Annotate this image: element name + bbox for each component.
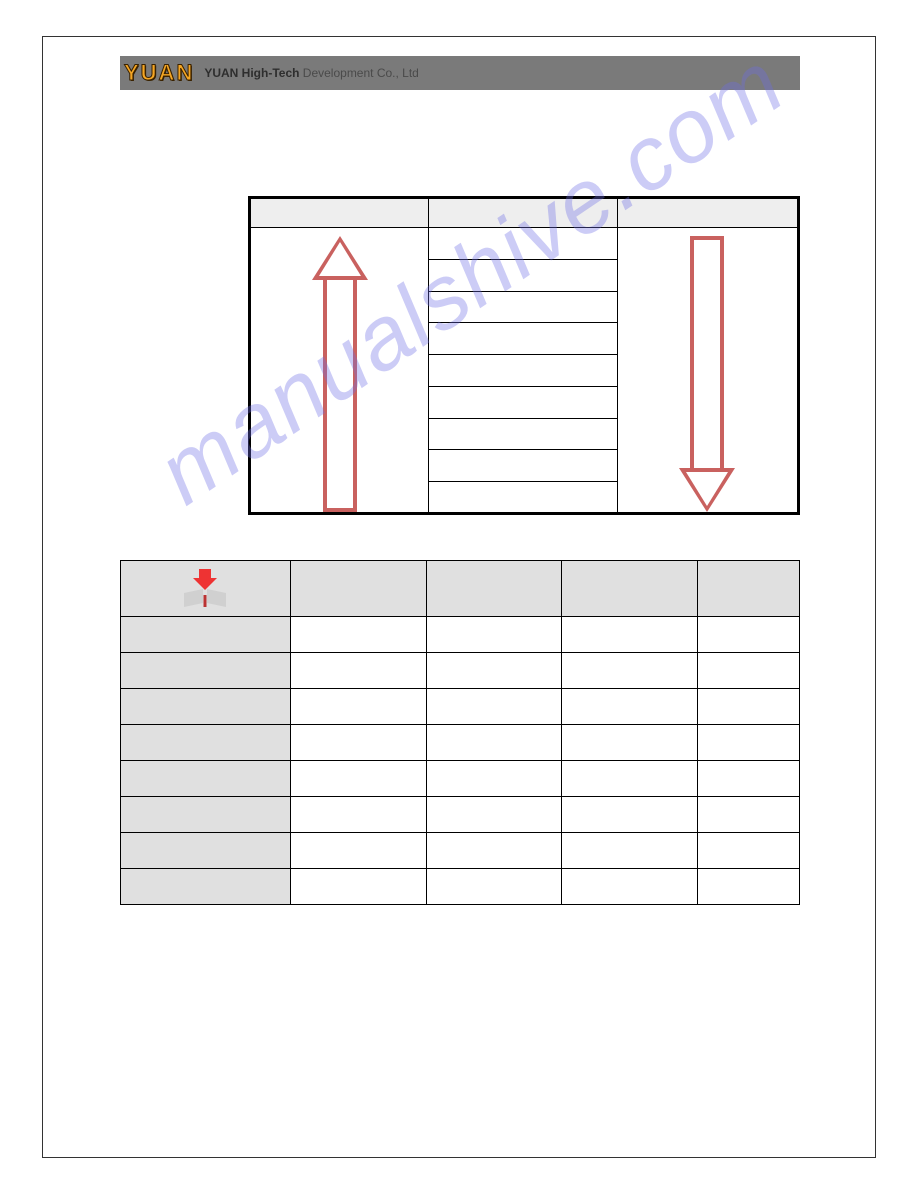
table2-row-4-c1 <box>290 725 426 761</box>
table2-row-8-label <box>121 869 291 905</box>
table2-row-3-c2 <box>426 689 562 725</box>
company-name: YUAN High-Tech Development Co., Ltd <box>204 66 419 80</box>
table2-row-2-label <box>121 653 291 689</box>
table2-row-2-c2 <box>426 653 562 689</box>
table2-row-7 <box>121 833 800 869</box>
table2-row-8-c4 <box>698 869 800 905</box>
logo-text: YUAN <box>124 60 194 86</box>
table2-row-5-c4 <box>698 761 800 797</box>
table2-row-2 <box>121 653 800 689</box>
table2-row-6 <box>121 797 800 833</box>
table1-header-3 <box>617 198 798 228</box>
table2-row-4-c3 <box>562 725 698 761</box>
table1-row-7 <box>429 418 618 450</box>
table2-row-5 <box>121 761 800 797</box>
table2-row-3-c3 <box>562 689 698 725</box>
table2-row-8-c3 <box>562 869 698 905</box>
table2-row-5-label <box>121 761 291 797</box>
table2-row-6-c4 <box>698 797 800 833</box>
table2-row-5-c3 <box>562 761 698 797</box>
table2-row-1-c1 <box>290 617 426 653</box>
arrow-down-icon <box>679 236 735 512</box>
table2-row-5-c1 <box>290 761 426 797</box>
table1-header-1 <box>250 198 429 228</box>
table2-row-6-label <box>121 797 291 833</box>
table2-row-3-label <box>121 689 291 725</box>
table2-row-8-c1 <box>290 869 426 905</box>
table2-row-7-label <box>121 833 291 869</box>
arrow-up-cell <box>250 228 429 514</box>
table2-row-3 <box>121 689 800 725</box>
table2-row-1 <box>121 617 800 653</box>
table2-header-row <box>121 561 800 617</box>
table2-header-5 <box>698 561 800 617</box>
table2-row-4-label <box>121 725 291 761</box>
table1-row-4 <box>429 323 618 355</box>
arrow-down-cell <box>617 228 798 514</box>
table2-row-1-c2 <box>426 617 562 653</box>
table2-row-7-c3 <box>562 833 698 869</box>
header-bar: YUAN YUAN High-Tech Development Co., Ltd <box>120 56 800 90</box>
table2-row-6-c2 <box>426 797 562 833</box>
table2-row-1-c4 <box>698 617 800 653</box>
table2-row-5-c2 <box>426 761 562 797</box>
table2-row-3-c1 <box>290 689 426 725</box>
table2-row-6-c1 <box>290 797 426 833</box>
table2-header-3 <box>426 561 562 617</box>
table1-row-5 <box>429 355 618 387</box>
table2-row-6-c3 <box>562 797 698 833</box>
table1-row-8 <box>429 450 618 482</box>
table2-header-2 <box>290 561 426 617</box>
table2-row-2-c4 <box>698 653 800 689</box>
table2-header-4 <box>562 561 698 617</box>
spec-table <box>120 560 800 905</box>
table1-row-6 <box>429 386 618 418</box>
table1-row-9 <box>429 482 618 514</box>
table2-row-4 <box>121 725 800 761</box>
table2-row-2-c1 <box>290 653 426 689</box>
priority-table <box>248 196 800 515</box>
table2-row-3-c4 <box>698 689 800 725</box>
table1-header-2 <box>429 198 618 228</box>
arrow-up-icon <box>312 236 368 512</box>
company-name-rest: Development Co., Ltd <box>299 66 418 80</box>
table1-row-1 <box>429 228 618 260</box>
table2-row-2-c3 <box>562 653 698 689</box>
table2-row-7-c4 <box>698 833 800 869</box>
table2-row-7-c1 <box>290 833 426 869</box>
table2-row-4-c4 <box>698 725 800 761</box>
table2-row-1-c3 <box>562 617 698 653</box>
table1-header-row <box>250 198 799 228</box>
table1-row-3 <box>429 291 618 323</box>
table2-row-1-label <box>121 617 291 653</box>
table2-row-8-c2 <box>426 869 562 905</box>
download-to-manual-icon <box>184 567 226 605</box>
company-name-bold: YUAN High-Tech <box>204 66 299 80</box>
table2-row-8 <box>121 869 800 905</box>
table2-header-icon-cell <box>121 561 291 617</box>
table1-row-2 <box>429 259 618 291</box>
table2-row-7-c2 <box>426 833 562 869</box>
table2-row-4-c2 <box>426 725 562 761</box>
